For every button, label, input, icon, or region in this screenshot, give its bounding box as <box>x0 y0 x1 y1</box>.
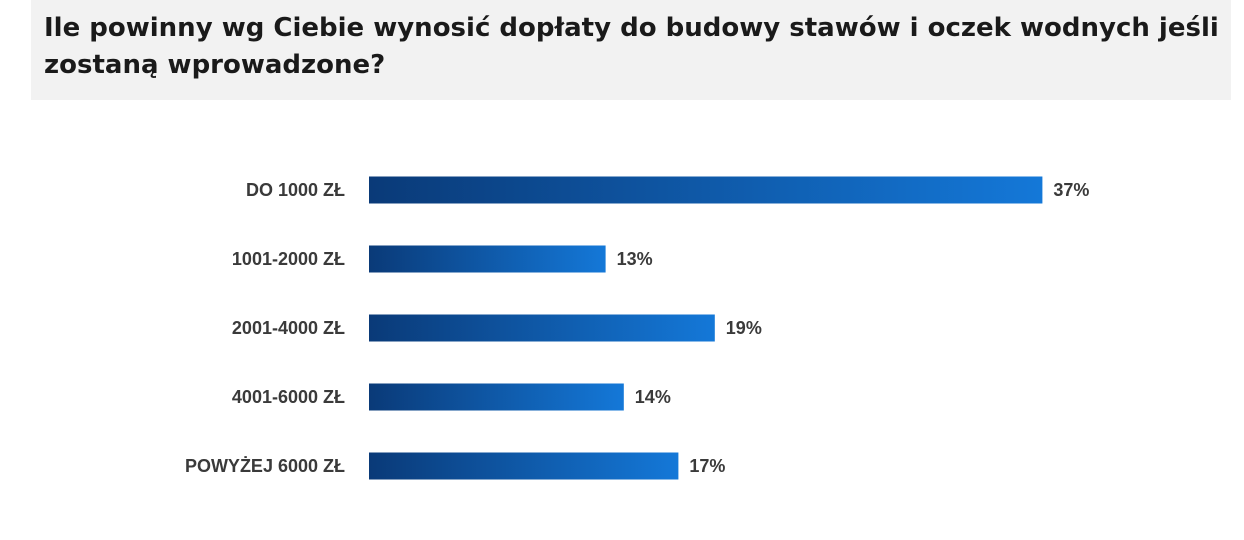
value-label: 19% <box>726 318 762 338</box>
bar <box>369 176 1043 204</box>
value-label: 37% <box>1053 180 1089 200</box>
value-label: 13% <box>617 249 653 269</box>
chart-title: Ile powinny wg Ciebie wynosić dopłaty do… <box>44 13 1219 80</box>
bar <box>369 383 624 411</box>
category-label: POWYŻEJ 6000 ZŁ <box>185 456 345 476</box>
value-label: 14% <box>635 387 671 407</box>
category-label: DO 1000 ZŁ <box>246 180 345 200</box>
bars-group: DO 1000 ZŁ 37% 1001-2000 ZŁ 13% 2001-4000 ZŁ… <box>185 176 1089 480</box>
bar <box>369 245 606 273</box>
category-label: 4001-6000 ZŁ <box>232 387 345 407</box>
category-label: 1001-2000 ZŁ <box>232 249 345 269</box>
title-background <box>31 0 1231 100</box>
bar <box>369 314 715 342</box>
category-label: 2001-4000 ZŁ <box>232 318 345 338</box>
bar <box>369 452 679 480</box>
value-label: 17% <box>689 456 725 476</box>
